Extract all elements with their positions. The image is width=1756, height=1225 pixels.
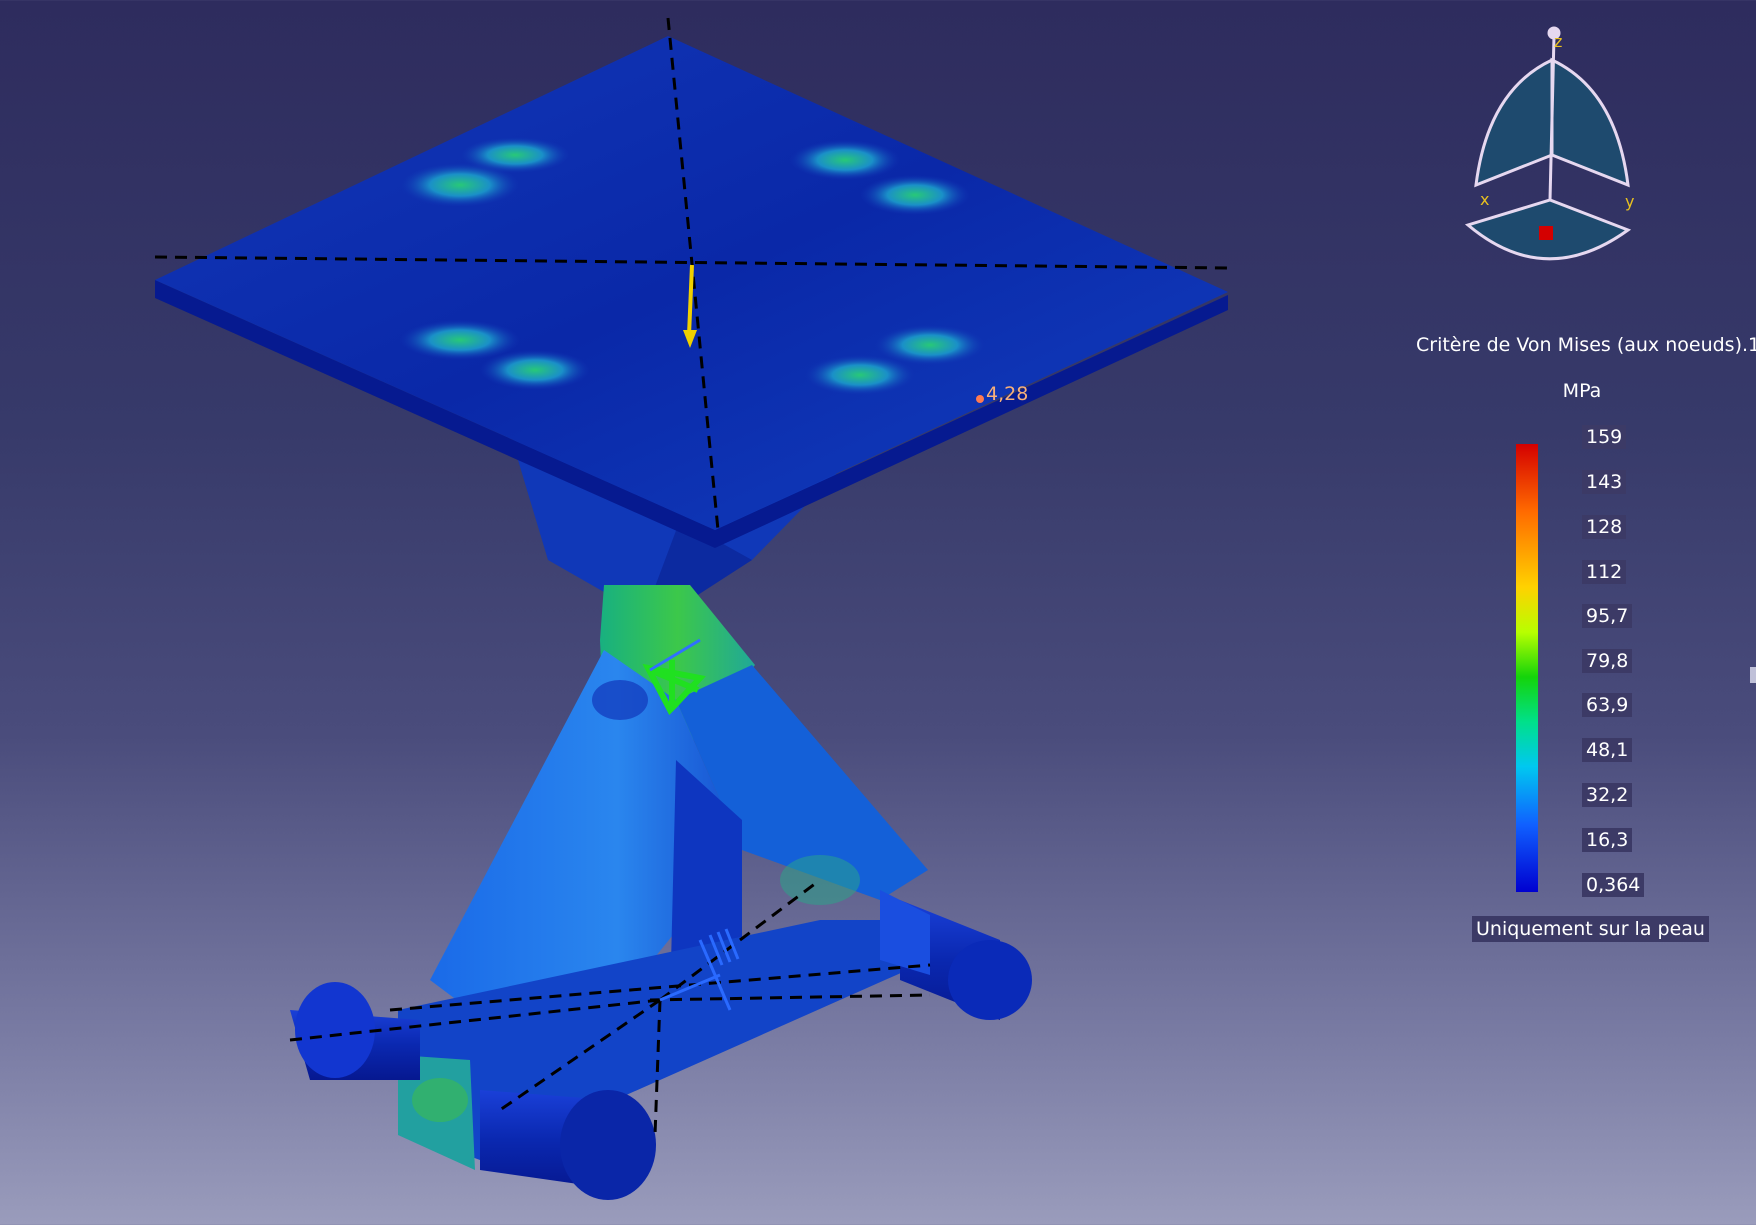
compass-y-label: y (1625, 192, 1635, 211)
legend-tick-1: 143 (1582, 470, 1627, 494)
compass-z-label: z (1554, 32, 1563, 51)
side-panel-handle[interactable] (1750, 667, 1756, 683)
legend-tick-0: 159 (1582, 425, 1627, 449)
fea-model[interactable] (155, 36, 1228, 1200)
legend-tick-3: 112 (1582, 560, 1627, 584)
probe-marker[interactable] (976, 395, 984, 403)
legend-color-bar[interactable] (1516, 444, 1538, 892)
legend-title: Critère de Von Mises (aux noeuds).1 (1416, 334, 1756, 356)
cylinder-front (480, 1090, 656, 1200)
legend-tick-4: 95,7 (1582, 604, 1633, 628)
legend-tick-10: 0,364 (1582, 873, 1645, 897)
left-leg (430, 650, 742, 1010)
legend-tick-9: 16,3 (1582, 828, 1633, 852)
compass-x-label: x (1480, 190, 1490, 209)
legend-unit: MPa (1562, 380, 1602, 402)
legend-tick-2: 128 (1582, 515, 1627, 539)
cylinder-right (880, 890, 1032, 1020)
legend-tick-6: 63,9 (1582, 693, 1633, 717)
load-arrow-icon[interactable] (683, 264, 697, 348)
compass-widget[interactable] (1464, 26, 1632, 261)
construction-lines (154, 17, 1231, 1136)
legend-tick-7: 48,1 (1582, 738, 1633, 762)
axis-system-icon[interactable] (642, 660, 706, 716)
funnel-front (650, 520, 752, 600)
legend-tick-8: 32,2 (1582, 783, 1633, 807)
probe-value: 4,28 (986, 383, 1029, 405)
cylinder-left (290, 982, 420, 1080)
legend-skin-only-note: Uniquement sur la peau (1472, 916, 1709, 942)
legend-tick-5: 79,8 (1582, 649, 1633, 673)
clamp-restraint-icon[interactable] (659, 928, 740, 1011)
